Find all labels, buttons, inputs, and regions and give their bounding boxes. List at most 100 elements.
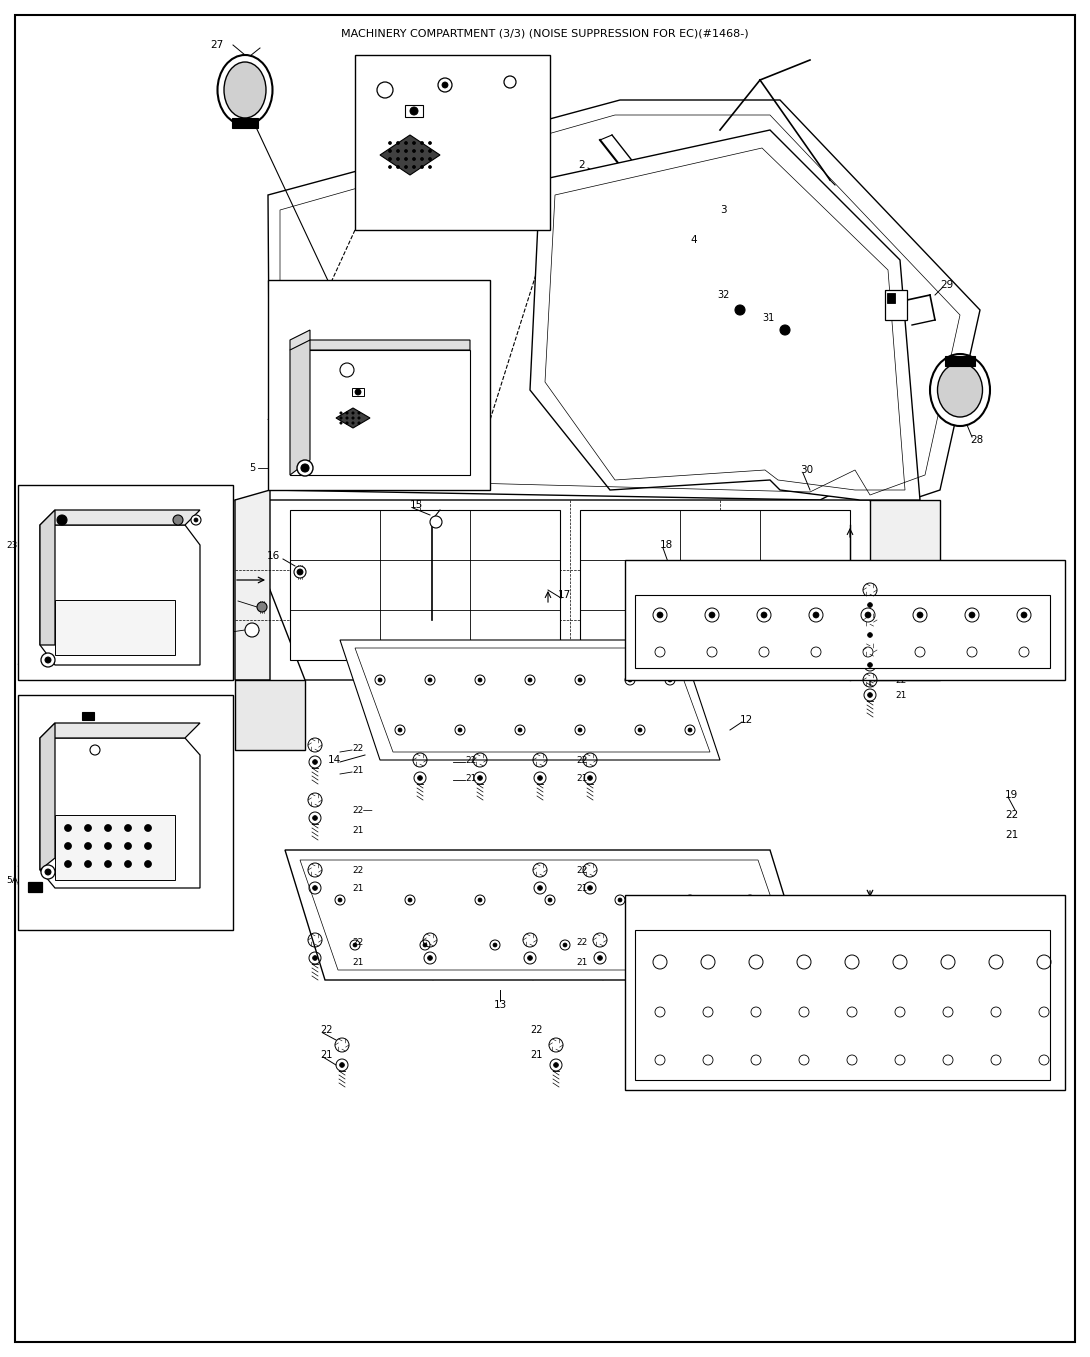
- Text: 13: 13: [494, 1000, 507, 1010]
- Text: いたずら防止用: いたずら防止用: [22, 697, 57, 707]
- Text: 21: 21: [352, 883, 363, 893]
- Circle shape: [404, 166, 408, 168]
- Circle shape: [813, 612, 819, 617]
- Circle shape: [45, 657, 51, 664]
- Circle shape: [404, 149, 408, 152]
- Polygon shape: [290, 330, 470, 350]
- Polygon shape: [635, 594, 1050, 668]
- Text: 21: 21: [895, 691, 907, 699]
- Circle shape: [85, 825, 92, 832]
- Circle shape: [340, 411, 342, 414]
- Text: 21: 21: [1005, 830, 1018, 840]
- Circle shape: [64, 843, 72, 849]
- Circle shape: [358, 422, 360, 425]
- Circle shape: [429, 516, 443, 528]
- Circle shape: [313, 886, 317, 890]
- Polygon shape: [40, 510, 199, 525]
- Bar: [945, 356, 974, 366]
- Text: 21: 21: [320, 1050, 332, 1060]
- Circle shape: [377, 81, 393, 98]
- Circle shape: [145, 825, 152, 832]
- Circle shape: [421, 166, 424, 168]
- Circle shape: [145, 843, 152, 849]
- Text: 22: 22: [465, 756, 476, 764]
- Text: 22―: 22―: [352, 806, 373, 814]
- Circle shape: [537, 776, 543, 780]
- Text: 26: 26: [168, 502, 180, 512]
- Text: 18: 18: [647, 590, 662, 600]
- Text: 27: 27: [210, 39, 223, 50]
- Text: 22: 22: [895, 676, 906, 684]
- Text: 22: 22: [352, 938, 363, 946]
- Circle shape: [428, 157, 432, 160]
- Circle shape: [578, 678, 582, 683]
- Text: 21: 21: [895, 631, 907, 639]
- Circle shape: [124, 860, 132, 867]
- Text: 7: 7: [322, 364, 328, 373]
- Polygon shape: [268, 100, 980, 510]
- Circle shape: [917, 612, 923, 617]
- Polygon shape: [40, 723, 54, 870]
- Bar: [885, 290, 907, 320]
- Circle shape: [353, 943, 358, 947]
- Circle shape: [346, 417, 348, 419]
- Circle shape: [388, 149, 391, 152]
- Circle shape: [355, 389, 361, 395]
- Circle shape: [428, 678, 432, 683]
- Circle shape: [398, 727, 402, 731]
- Circle shape: [410, 107, 417, 115]
- Text: Serial No. 1054 ~: Serial No. 1054 ~: [630, 911, 704, 920]
- Text: 1: 1: [334, 341, 340, 350]
- Circle shape: [173, 516, 183, 525]
- Text: 31: 31: [763, 313, 775, 323]
- Text: Serial No. 1169 ~: Serial No. 1169 ~: [22, 498, 96, 508]
- Circle shape: [657, 612, 663, 617]
- Circle shape: [90, 745, 100, 754]
- Circle shape: [105, 825, 111, 832]
- Circle shape: [703, 943, 707, 947]
- Circle shape: [404, 141, 408, 144]
- Circle shape: [758, 943, 762, 947]
- Polygon shape: [40, 738, 199, 887]
- Text: 21: 21: [465, 773, 476, 783]
- Circle shape: [313, 760, 317, 764]
- Text: 6: 6: [393, 115, 400, 125]
- Text: 15: 15: [410, 499, 423, 510]
- Text: 4: 4: [690, 235, 697, 246]
- Polygon shape: [268, 280, 490, 490]
- Circle shape: [504, 76, 516, 88]
- Bar: [355, 56, 550, 229]
- Circle shape: [194, 518, 198, 522]
- Circle shape: [340, 422, 342, 425]
- Circle shape: [358, 417, 360, 419]
- Text: 9: 9: [427, 62, 433, 73]
- Circle shape: [388, 141, 391, 144]
- Circle shape: [417, 776, 423, 780]
- Circle shape: [554, 1063, 558, 1068]
- Circle shape: [528, 678, 532, 683]
- Polygon shape: [235, 499, 940, 680]
- Text: 11: 11: [504, 62, 517, 73]
- Text: 22: 22: [320, 1025, 332, 1035]
- Ellipse shape: [930, 354, 990, 426]
- Text: 10: 10: [216, 627, 228, 636]
- Text: 22: 22: [530, 1025, 543, 1035]
- Circle shape: [397, 149, 400, 152]
- Circle shape: [412, 149, 415, 152]
- Text: For Vandalism: For Vandalism: [22, 710, 82, 718]
- Polygon shape: [635, 930, 1050, 1080]
- Bar: [887, 293, 895, 303]
- Circle shape: [423, 943, 427, 947]
- Circle shape: [633, 943, 637, 947]
- Circle shape: [296, 460, 313, 476]
- Circle shape: [340, 364, 354, 377]
- Circle shape: [628, 678, 632, 683]
- Circle shape: [64, 860, 72, 867]
- Circle shape: [564, 943, 567, 947]
- Circle shape: [868, 662, 872, 668]
- Text: 5: 5: [15, 859, 22, 868]
- Circle shape: [597, 955, 603, 961]
- Polygon shape: [870, 499, 940, 680]
- Text: 2: 2: [579, 160, 585, 170]
- Circle shape: [257, 603, 267, 612]
